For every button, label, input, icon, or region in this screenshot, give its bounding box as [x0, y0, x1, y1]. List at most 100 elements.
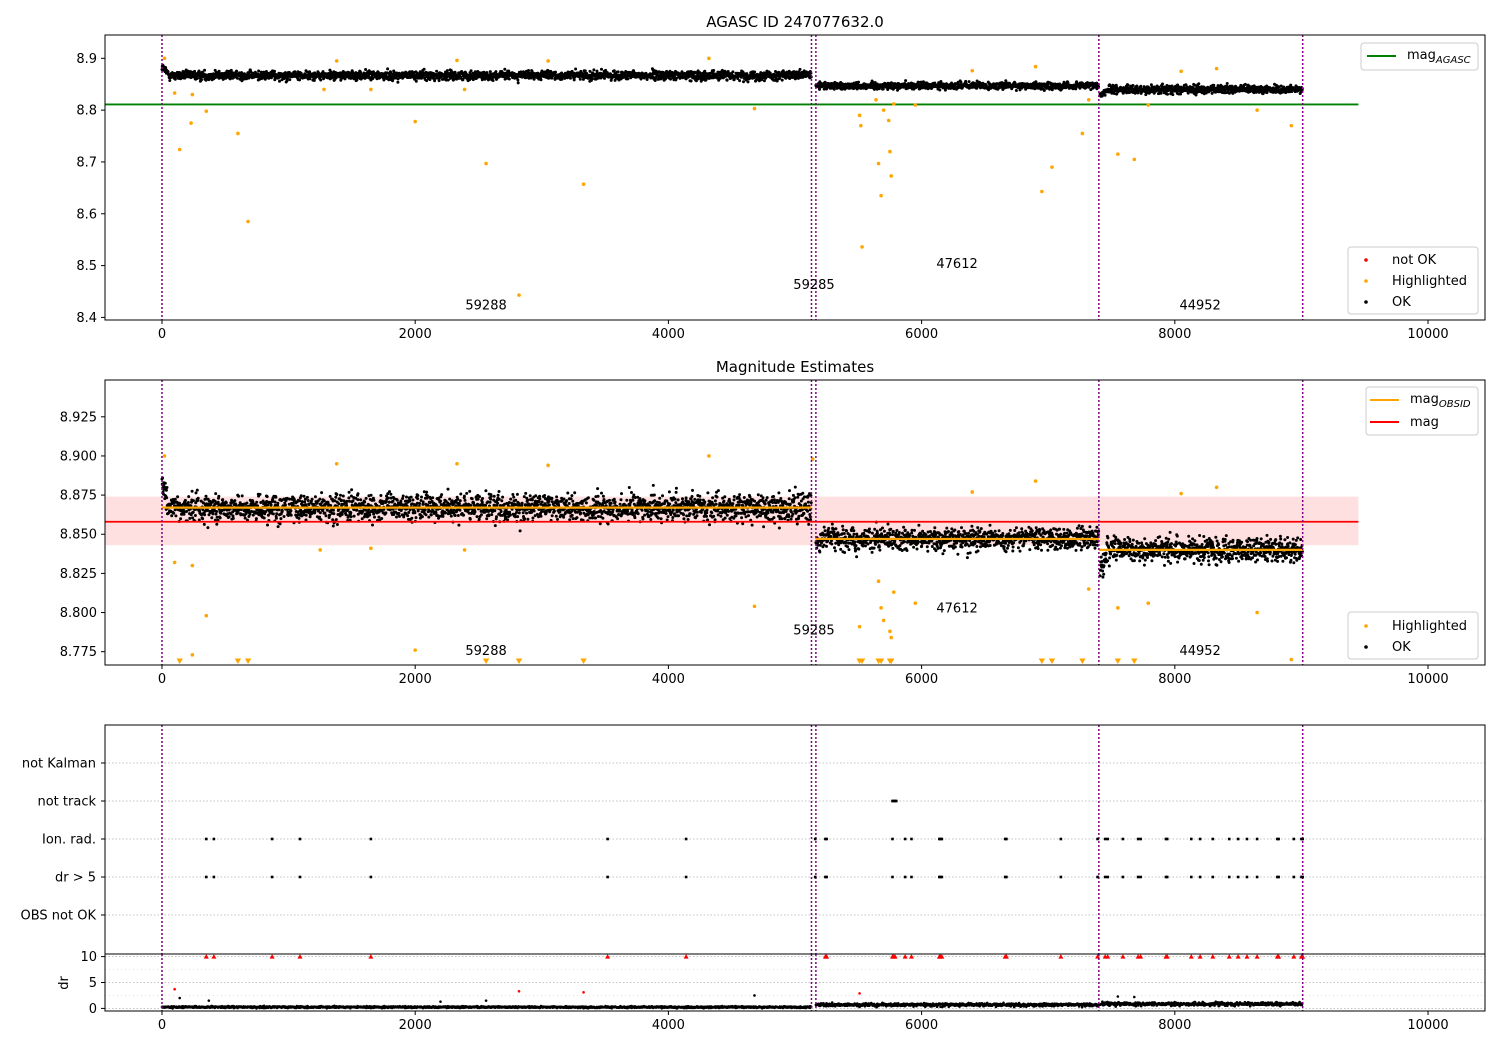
agasc-mag-title: AGASC ID 247077632.0 — [706, 13, 884, 31]
ok-point — [306, 499, 310, 502]
ok-point — [330, 76, 334, 80]
highlighted-point — [517, 293, 521, 297]
ok-point — [516, 78, 520, 82]
ok-point — [163, 481, 167, 485]
ok-point — [380, 517, 384, 520]
ok-point — [1171, 93, 1175, 97]
ok-point — [881, 87, 885, 91]
ok-point — [254, 517, 258, 521]
p1-ytick-label: 8.8 — [76, 104, 97, 119]
ok-point — [1197, 82, 1201, 86]
highlighted-point — [204, 109, 209, 113]
ok-point — [335, 523, 339, 526]
ok-point — [248, 512, 252, 516]
ok-point — [373, 515, 376, 519]
p1-xtick-label: 4000 — [652, 327, 685, 342]
highlighted-point — [889, 174, 894, 178]
ok-point — [753, 70, 757, 74]
p1-xtick-label: 10000 — [1407, 327, 1448, 342]
ok-point — [188, 516, 192, 520]
ok-point — [473, 70, 477, 74]
ok-point — [235, 69, 239, 73]
agasc-mag-legend-line: magAGASC — [1360, 42, 1479, 71]
ok-point — [276, 501, 280, 505]
ok-point — [283, 503, 287, 507]
ok-point — [173, 77, 177, 81]
ok-point — [305, 495, 309, 499]
highlighted-point — [707, 56, 711, 61]
ok-point — [350, 488, 354, 492]
ok-point — [798, 67, 802, 71]
ok-point — [187, 495, 191, 499]
highlighted-point — [886, 118, 891, 123]
ok-point — [289, 513, 293, 517]
ok-point — [337, 502, 341, 506]
ok-point — [170, 514, 174, 518]
highlighted-point — [413, 119, 417, 124]
highlighted-point — [162, 56, 167, 61]
ok-point — [1225, 82, 1229, 85]
ok-point — [372, 512, 376, 516]
ok-point — [503, 67, 507, 71]
ok-point — [377, 515, 381, 519]
ok-point — [1014, 89, 1018, 92]
ok-point — [349, 515, 353, 519]
highlighted-point — [546, 59, 550, 63]
ok-point — [712, 69, 716, 72]
legend-not-ok-marker — [1364, 258, 1368, 262]
ok-point — [742, 80, 745, 84]
ok-point — [516, 81, 520, 85]
highlighted-point — [334, 59, 339, 63]
ok-point — [387, 500, 391, 504]
ok-point — [215, 510, 219, 513]
ok-point — [185, 510, 188, 513]
highlighted-point — [913, 103, 918, 107]
ok-point — [379, 494, 383, 497]
ok-point — [569, 76, 572, 80]
ok-point — [266, 523, 269, 527]
highlighted-point — [1289, 123, 1294, 128]
highlighted-point — [879, 193, 883, 198]
obsid-label: 44952 — [1179, 299, 1220, 314]
ok-point — [1103, 93, 1107, 97]
ok-point — [364, 496, 368, 500]
ok-point — [527, 69, 530, 72]
ok-point — [1135, 84, 1139, 88]
ok-point — [174, 514, 178, 518]
highlighted-point — [857, 113, 862, 118]
ok-point — [938, 88, 942, 92]
ok-point — [332, 508, 335, 512]
highlighted-point — [246, 219, 250, 224]
p1-ytick-label: 8.7 — [76, 155, 97, 170]
ok-point — [201, 517, 205, 521]
ok-point — [257, 69, 261, 73]
ok-point — [347, 499, 351, 503]
ok-point — [322, 499, 326, 503]
ok-point — [1159, 91, 1163, 95]
ok-point — [319, 78, 323, 82]
ok-point — [414, 79, 418, 83]
p1-ytick-label: 8.9 — [76, 52, 97, 67]
ok-point — [351, 499, 355, 503]
legend-ok-label: OK — [1392, 295, 1411, 310]
ok-point — [539, 78, 543, 82]
ok-point — [616, 70, 620, 74]
ok-point — [341, 494, 345, 498]
ok-point — [746, 80, 750, 84]
highlighted-point — [322, 87, 326, 92]
ok-point — [364, 68, 368, 71]
highlighted-point — [752, 106, 757, 111]
ok-point — [603, 76, 606, 80]
ok-point — [384, 511, 388, 515]
ok-point — [1042, 89, 1046, 92]
ok-point — [583, 69, 587, 73]
ok-point — [274, 495, 278, 499]
p1-ytick-label: 8.5 — [76, 259, 97, 274]
ok-point — [780, 78, 784, 82]
highlighted-point — [484, 161, 488, 166]
ok-point — [331, 524, 335, 528]
ok-point — [857, 80, 860, 84]
ok-point — [206, 526, 210, 530]
ok-point — [258, 492, 262, 496]
